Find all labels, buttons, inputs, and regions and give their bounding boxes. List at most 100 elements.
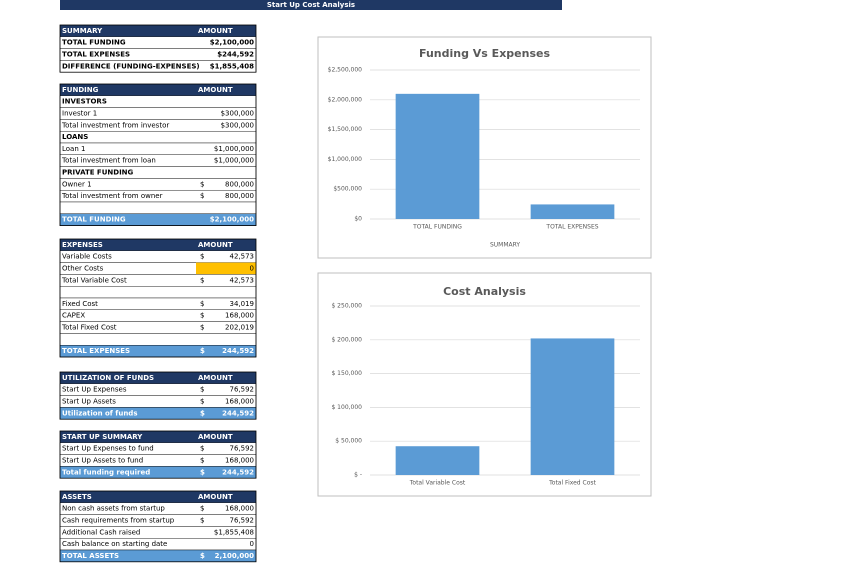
currency-sign: $ [200,312,204,320]
y-tick-label: $ 200,000 [331,336,362,343]
currency-sign: $ [200,300,204,308]
table-header [60,372,256,384]
y-tick-label: $ 50,000 [335,438,362,445]
row-label: Total funding required [62,468,150,476]
row-amount: 168,000 [225,505,254,513]
row-amount: $1,000,000 [214,145,254,153]
row-label: Owner 1 [62,180,92,188]
row-label: Utilization of funds [62,409,137,417]
row-label: Total Fixed Cost [61,324,117,332]
x-tick-label: Total Fixed Cost [548,480,596,487]
blank-row [59,201,257,215]
header-label: AMOUNT [198,241,233,249]
row-amount: $1,855,408 [214,528,254,536]
currency-sign: $ [200,552,205,560]
row-amount: $2,100,000 [210,39,254,47]
x-tick-label: TOTAL FUNDING [412,224,462,231]
input-cell [196,262,256,275]
row-label: PRIVATE FUNDING [62,169,134,177]
chart-title: Funding Vs Expenses [419,47,550,60]
row-amount: 800,000 [225,180,254,188]
row-label: Total investment from owner [61,192,163,200]
row-label: CAPEX [62,312,85,320]
currency-sign: $ [200,276,204,284]
row-label: TOTAL FUNDING [62,216,126,224]
table-header [60,239,256,251]
header-label: AMOUNT [198,86,233,94]
row-label: Start Up Expenses [62,386,127,394]
row-label: TOTAL EXPENSES [62,347,130,355]
header-label: UTILIZATION OF FUNDS [62,374,154,382]
page-title: Start Up Cost Analysis [267,1,355,9]
y-tick-label: $ 250,000 [331,303,362,310]
row-label: Fixed Cost [62,300,98,308]
row-amount: 76,592 [230,445,255,453]
table-border [59,490,257,563]
header-label: AMOUNT [198,493,233,501]
row-amount: $300,000 [221,121,254,129]
row-amount: 42,573 [230,253,255,261]
chart-title: Cost Analysis [443,285,526,298]
y-tick-label: $0 [354,216,362,223]
row-label: Other Costs [62,265,104,273]
bar [395,93,480,219]
y-tick-label: $1,500,000 [328,126,363,133]
row-amount: $2,100,000 [210,216,254,224]
row-amount: 0 [250,540,254,548]
currency-sign: $ [200,409,205,417]
row-amount: 34,019 [230,300,255,308]
header-label: ASSETS [62,493,92,501]
y-tick-label: $ 150,000 [331,370,362,377]
header-label: EXPENSES [62,241,103,249]
row-amount: $300,000 [221,110,254,118]
row-label: Variable Costs [62,253,112,261]
y-tick-label: $2,500,000 [328,67,363,74]
currency-sign: $ [200,192,204,200]
currency-sign: $ [200,517,204,525]
table-border [59,83,257,227]
y-tick-label: $500,000 [333,186,362,193]
row-label: TOTAL FUNDING [62,39,126,47]
bar [395,446,480,475]
row-label: Total Variable Cost [61,276,127,284]
row-label: DIFFERENCE (FUNDING-EXPENSES) [62,62,200,70]
row-label: Total investment from loan [61,157,156,165]
row-label: TOTAL ASSETS [62,552,119,560]
table-header [60,491,256,503]
row-label: Non cash assets from startup [62,505,165,513]
x-axis-label: SUMMARY [490,242,520,249]
y-tick-label: $2,000,000 [328,96,363,103]
currency-sign: $ [200,347,205,355]
row-amount: $1,855,408 [210,62,254,70]
y-tick-label: $ - [354,472,362,479]
row-amount: 244,592 [222,409,254,417]
currency-sign: $ [200,445,204,453]
y-tick-label: $1,000,000 [328,156,363,163]
currency-sign: $ [200,457,204,465]
row-label: Investor 1 [62,110,97,118]
row-amount: 168,000 [225,312,254,320]
row-amount: 0 [250,265,254,273]
header-label: AMOUNT [198,27,233,35]
table-border [59,430,257,479]
currency-sign: $ [200,253,204,261]
row-amount: 42,573 [230,276,255,284]
header-label: AMOUNT [198,374,233,382]
row-amount: 244,592 [222,468,254,476]
x-tick-label: Total Variable Cost [409,480,466,487]
blank-row [59,333,257,346]
row-label: Start Up Assets to fund [62,457,143,465]
y-tick-label: $ 100,000 [331,404,362,411]
row-amount: 2,100,000 [215,552,255,560]
row-label: Start Up Assets [62,398,116,406]
row-amount: 800,000 [225,192,254,200]
currency-sign: $ [200,180,204,188]
row-label: TOTAL EXPENSES [62,51,130,59]
header-label: FUNDING [62,86,99,94]
header-label: SUMMARY [62,27,103,35]
row-label: Cash balance on starting date [62,540,167,548]
row-amount: 76,592 [230,386,255,394]
row-label: Additional Cash raised [62,528,140,536]
table-header [60,431,256,443]
